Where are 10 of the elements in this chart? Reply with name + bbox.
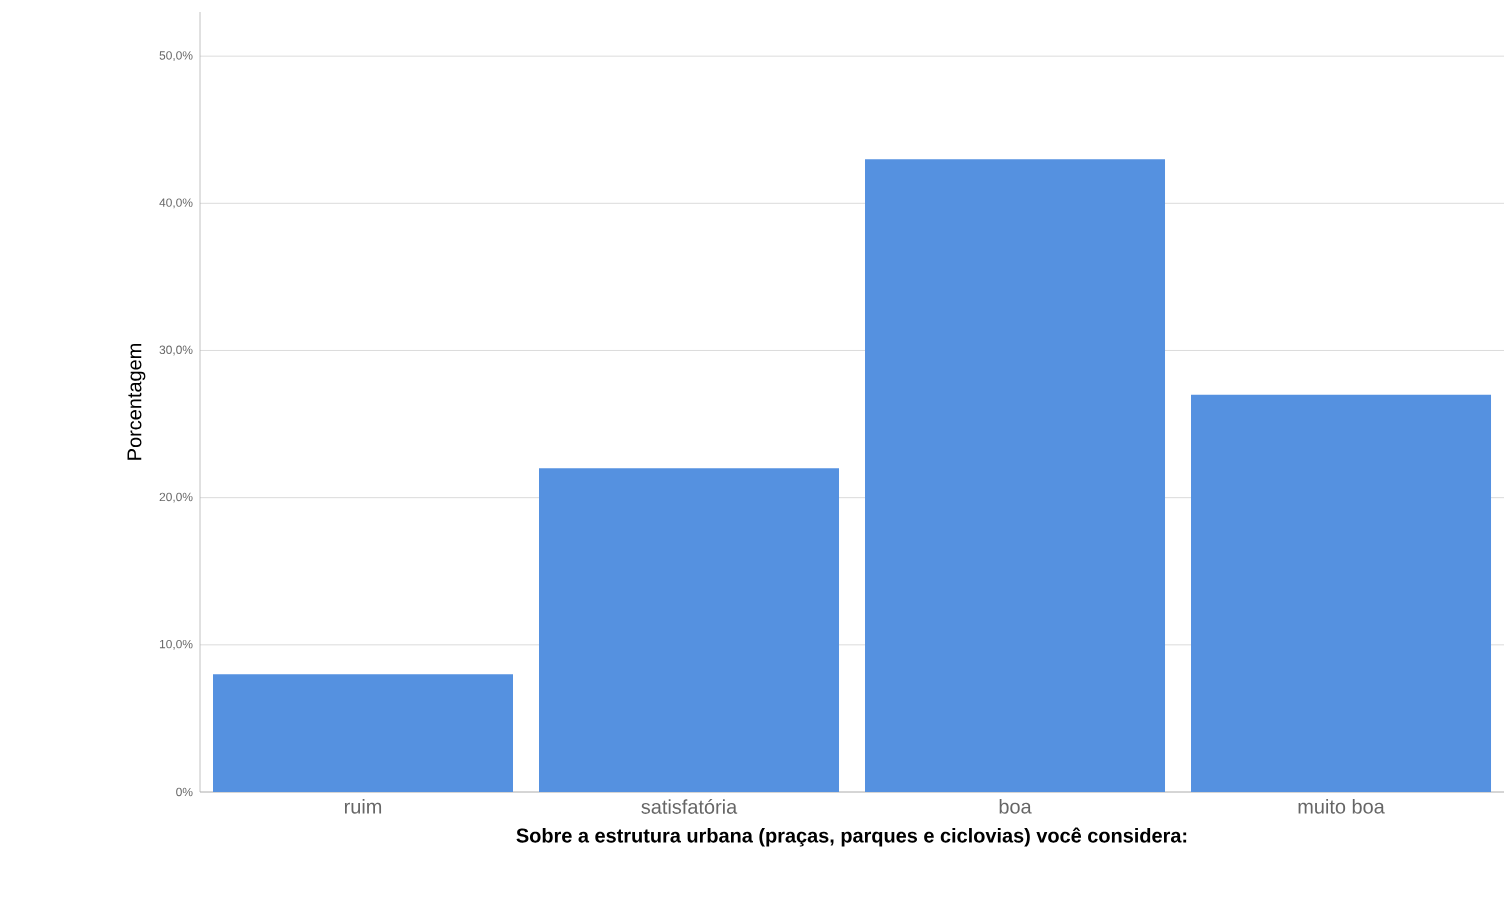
x-tick-label: satisfatória (641, 799, 738, 814)
x-tick-label: muito boa (1298, 799, 1385, 814)
bar (1191, 394, 1492, 792)
bar (213, 674, 513, 792)
bar (539, 468, 840, 792)
x-tick-label: ruim (344, 799, 382, 814)
y-axis-title: Porcentagem (127, 344, 146, 460)
x-tick-label: boa (999, 799, 1032, 814)
x-axis-title: Sobre a estrutura urbana (praças, parques e ciclovias) você considera: (516, 827, 1187, 847)
bar (865, 159, 1166, 792)
